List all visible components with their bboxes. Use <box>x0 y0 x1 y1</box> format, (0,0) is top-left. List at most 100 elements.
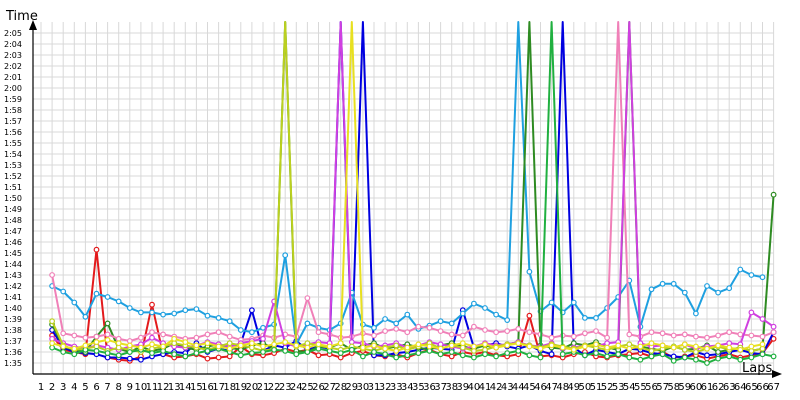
data-point <box>681 331 688 338</box>
x-tick-label: 54 <box>623 382 636 393</box>
data-point <box>748 354 755 361</box>
data-point <box>382 316 389 322</box>
x-tick-label: 24 <box>290 382 303 393</box>
data-point <box>404 311 411 318</box>
data-point <box>149 334 155 341</box>
y-tick-label: 1:40 <box>4 304 22 313</box>
data-point <box>49 340 55 347</box>
data-point <box>193 350 200 357</box>
y-tick-label: 1:57 <box>4 117 22 126</box>
data-point <box>748 309 755 316</box>
data-point <box>437 328 444 335</box>
x-tick-label: 35 <box>412 382 425 393</box>
x-tick-label: 4 <box>71 382 77 393</box>
data-point <box>226 318 233 325</box>
data-point <box>160 331 167 338</box>
data-point <box>115 352 122 359</box>
y-tick-label: 2:02 <box>4 62 22 71</box>
data-point <box>670 280 677 287</box>
x-tick-label: 40 <box>468 382 481 393</box>
data-point <box>126 342 133 349</box>
data-point <box>426 343 433 350</box>
x-tick-label: 46 <box>534 382 547 393</box>
x-tick-labels: 1 2 3 4 5 6 7 8 9 1011121314151617181920212223242… <box>38 382 780 393</box>
data-point <box>160 311 167 318</box>
data-point <box>215 343 222 350</box>
data-point <box>582 330 588 337</box>
data-point <box>681 346 688 353</box>
x-tick-label: 3 <box>60 382 66 393</box>
x-tick-label: 12 <box>157 382 170 393</box>
x-tick-label: 21 <box>257 382 270 393</box>
data-point <box>215 315 222 321</box>
data-point <box>393 326 400 332</box>
data-point <box>104 294 111 300</box>
x-tick-label: 53 <box>612 382 625 393</box>
data-point <box>182 307 189 314</box>
data-point <box>115 340 122 347</box>
data-point <box>704 345 710 352</box>
data-point <box>637 356 644 363</box>
data-point <box>49 318 55 325</box>
data-point <box>604 353 610 360</box>
data-point <box>726 353 733 360</box>
y-tick-label: 2:04 <box>4 40 22 49</box>
data-point <box>759 341 766 348</box>
data-point <box>104 350 111 357</box>
data-point <box>182 353 189 360</box>
y-tick-label: 2:03 <box>4 51 22 60</box>
x-tick-label: 5 <box>82 382 88 393</box>
x-tick-label: 62 <box>712 382 725 393</box>
data-point <box>382 345 389 352</box>
data-point <box>648 286 655 293</box>
data-point <box>471 300 477 307</box>
data-point <box>260 343 266 350</box>
data-point <box>237 327 244 333</box>
data-point <box>681 289 688 296</box>
x-tick-label: 2 <box>49 382 55 393</box>
data-point <box>515 326 522 332</box>
x-tick-label: 42 <box>490 382 503 393</box>
x-tick-label: 41 <box>479 382 492 393</box>
data-point <box>615 351 622 358</box>
y-tick-label: 1:59 <box>4 95 22 104</box>
data-point <box>493 329 500 336</box>
data-point <box>204 340 211 347</box>
data-point <box>770 353 777 360</box>
data-point <box>315 329 322 336</box>
x-tick-label: 7 <box>104 382 110 393</box>
data-point <box>193 334 200 341</box>
data-point <box>82 334 89 341</box>
y-tick-label: 1:49 <box>4 205 22 214</box>
data-point <box>204 355 211 362</box>
data-point <box>271 341 278 348</box>
x-axis-label: Laps <box>742 361 772 376</box>
x-tick-label: 17 <box>212 382 225 393</box>
y-tick-label: 1:52 <box>4 172 22 181</box>
y-tick-label: 1:54 <box>4 150 22 159</box>
series-line <box>51 21 775 361</box>
data-point <box>726 329 733 336</box>
data-point <box>504 328 511 335</box>
data-point <box>548 351 555 358</box>
data-point <box>404 344 411 351</box>
y-tick-label: 1:50 <box>4 194 22 203</box>
x-tick-label: 49 <box>567 382 580 393</box>
x-tick-label: 36 <box>423 382 436 393</box>
series-9 <box>49 21 766 354</box>
data-point <box>548 299 555 306</box>
data-point <box>104 331 111 338</box>
x-tick-label: 19 <box>234 382 247 393</box>
data-point <box>60 343 67 350</box>
x-tick-label: 59 <box>678 382 691 393</box>
y-tick-label: 1:37 <box>4 337 22 346</box>
data-point <box>93 348 100 354</box>
data-point <box>393 320 400 327</box>
data-point <box>526 268 533 275</box>
x-tick-label: 32 <box>379 382 392 393</box>
data-point <box>393 342 400 349</box>
data-point <box>759 351 766 358</box>
data-point <box>448 320 455 327</box>
data-point <box>459 340 466 347</box>
